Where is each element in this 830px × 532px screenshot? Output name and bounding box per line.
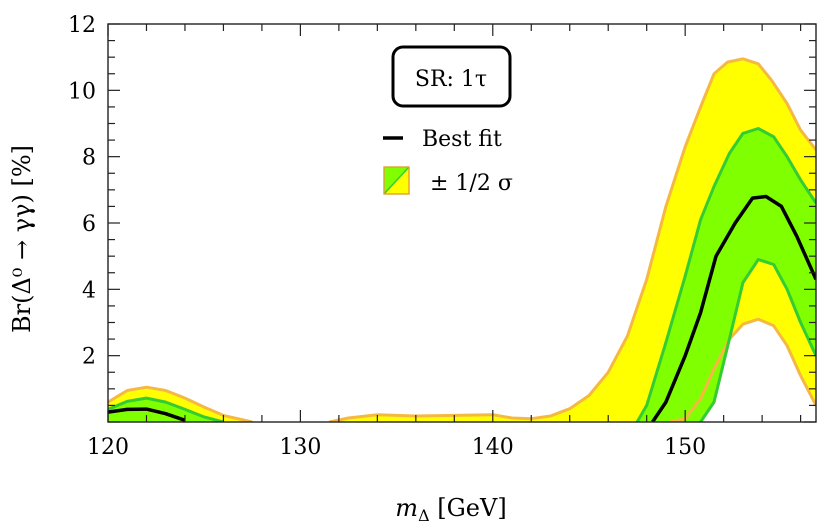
legend-band-swatch xyxy=(383,166,410,195)
legend-band-label: ± 1/2 σ xyxy=(430,171,513,196)
one-sigma-edge-left xyxy=(108,396,224,422)
x-tick-label: 130 xyxy=(279,435,321,460)
one-sigma-band-left xyxy=(108,398,224,422)
x-axis-label-sub: Δ xyxy=(418,506,430,525)
one-sigma-edge-upper xyxy=(635,127,816,422)
legend: Best fit ± 1/2 σ xyxy=(383,127,513,196)
x-axis-label: mΔ [GeV] xyxy=(395,494,506,525)
x-tick-label: 140 xyxy=(472,435,514,460)
y-tick-label: 2 xyxy=(82,345,96,370)
x-axis-label-unit: [GeV] xyxy=(430,494,507,522)
legend-best-fit-label: Best fit xyxy=(422,127,502,152)
y-tick-label: 4 xyxy=(82,278,96,303)
x-tick-label: 150 xyxy=(664,435,706,460)
best-fit-line-right xyxy=(651,194,816,422)
y-axis-label: Br(Δ⁰ → γγ) [%] xyxy=(8,145,36,333)
plot-area xyxy=(108,57,816,422)
tick-labels: 120 130 140 150 2 4 6 8 10 12 xyxy=(68,13,706,460)
y-tick-label: 10 xyxy=(68,79,96,104)
two-sigma-edge-lower xyxy=(669,317,816,422)
x-tick-label: 120 xyxy=(87,435,129,460)
y-tick-label: 6 xyxy=(82,212,96,237)
one-sigma-edge-lower xyxy=(699,258,816,422)
two-sigma-edge-left xyxy=(108,385,253,422)
best-fit-line-left xyxy=(108,407,186,422)
x-axis-label-main: m xyxy=(395,494,418,522)
tick-marks xyxy=(107,23,816,423)
y-tick-label: 8 xyxy=(82,146,96,171)
annotation-box: SR: 1τ xyxy=(391,45,512,108)
y-tick-label: 12 xyxy=(68,13,96,38)
annotation-text: SR: 1τ xyxy=(415,67,487,92)
